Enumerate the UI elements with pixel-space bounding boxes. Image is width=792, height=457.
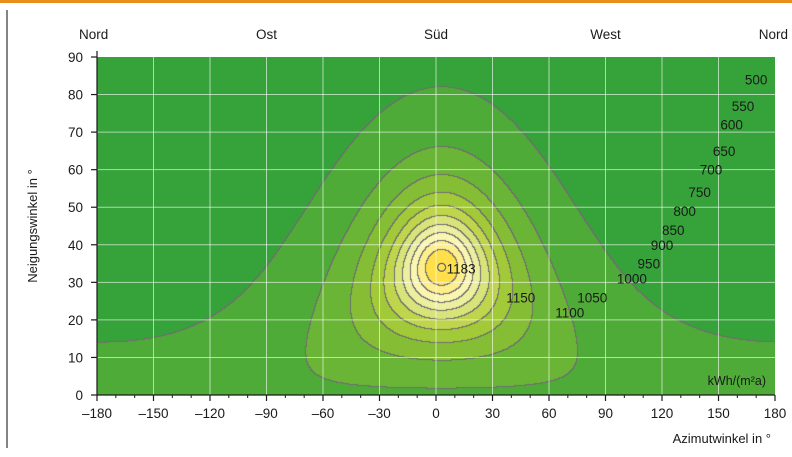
x-axis-title: Azimutwinkel in ° xyxy=(673,431,771,446)
y-tick-label: 40 xyxy=(68,238,83,253)
x-tick-label: –90 xyxy=(255,406,278,421)
contour-label: 800 xyxy=(673,204,696,219)
contour-label: 650 xyxy=(713,144,736,159)
y-tick-label: 30 xyxy=(68,275,83,290)
y-tick-label: 20 xyxy=(68,313,83,328)
x-tick-label: 60 xyxy=(541,406,556,421)
axes: –180 –150 –120 –90 –60 –30 0 30 60 90 120 150 180 0 10… xyxy=(68,27,788,421)
x-tick-label: –180 xyxy=(82,406,112,421)
y-tick-label: 90 xyxy=(68,50,83,65)
contour-labels: 5005506006507007508008509009501000105011… xyxy=(436,73,768,320)
compass-label: West xyxy=(590,27,621,42)
x-tick-label: 0 xyxy=(432,406,440,421)
contour-label: 500 xyxy=(745,73,768,88)
x-tick-label: 30 xyxy=(485,406,500,421)
contour-label: 850 xyxy=(662,223,685,238)
y-tick-label: 10 xyxy=(68,350,83,365)
x-tick-label: 120 xyxy=(651,406,674,421)
contour-label: 550 xyxy=(732,99,755,114)
contour-label: 1150 xyxy=(506,290,535,305)
compass-label: Ost xyxy=(256,27,277,42)
compass-label: Nord xyxy=(79,27,108,42)
x-tick-label: 150 xyxy=(707,406,730,421)
contour-label: 600 xyxy=(720,118,743,133)
x-tick-label: –30 xyxy=(368,406,391,421)
compass-label: Süd xyxy=(424,27,448,42)
contour-label: 1050 xyxy=(577,290,607,305)
contour-label: 900 xyxy=(651,238,674,253)
x-tick-label: –150 xyxy=(138,406,168,421)
contour-label: 750 xyxy=(688,185,711,200)
y-tick-label: 50 xyxy=(68,200,83,215)
unit-label: kWh/(m²a) xyxy=(708,374,766,388)
contour-label: 1100 xyxy=(555,305,584,320)
contour-label: 950 xyxy=(638,257,661,272)
compass-label: Nord xyxy=(759,27,788,42)
x-tick-label: –60 xyxy=(312,406,335,421)
x-tick-label: –120 xyxy=(195,406,225,421)
maximum-label: 1183 xyxy=(447,261,476,276)
y-axis-title: Neigungswinkel in ° xyxy=(25,169,40,283)
y-tick-label: 80 xyxy=(68,88,83,103)
y-tick-label: 0 xyxy=(75,388,83,403)
x-tick-label: 90 xyxy=(598,406,613,421)
grid-lines xyxy=(97,57,775,395)
x-tick-label: 180 xyxy=(764,406,787,421)
contour-label: 700 xyxy=(700,163,723,178)
y-tick-label: 70 xyxy=(68,125,83,140)
y-tick-label: 60 xyxy=(68,163,83,178)
top-accent-bar xyxy=(0,0,792,3)
contour-label: 1000 xyxy=(617,272,647,287)
maximum-marker xyxy=(436,262,447,272)
